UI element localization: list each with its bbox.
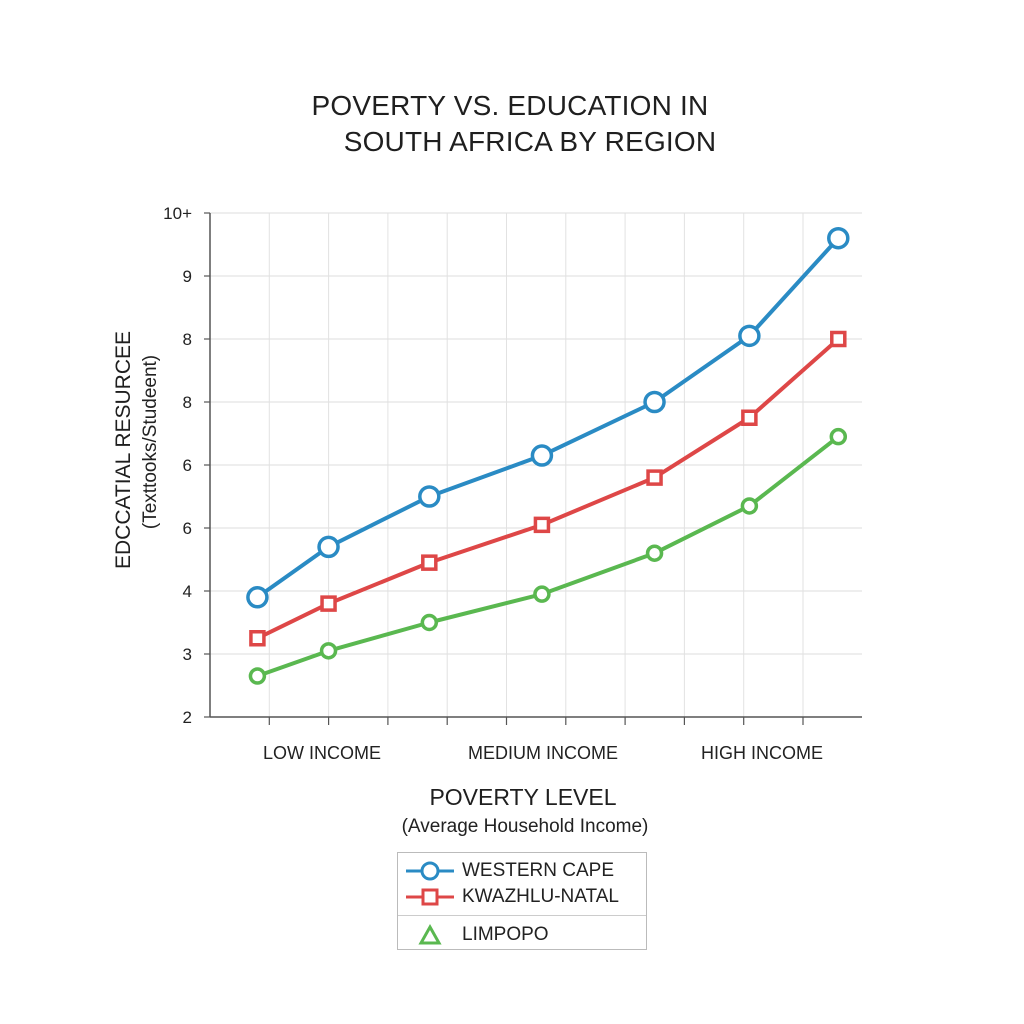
data-point-marker (533, 585, 551, 603)
data-point-circle (827, 226, 850, 250)
x-tick-labels: LOW INCOME MEDIUM INCOME HIGH INCOME (263, 743, 823, 763)
x-axis-label: POVERTY LEVEL (429, 784, 616, 810)
y-tick-label: 8 (183, 393, 192, 412)
series-markers (246, 226, 850, 685)
data-point-square (646, 469, 663, 486)
data-point-square (249, 630, 266, 647)
y-tick-label: 4 (183, 582, 192, 601)
y-tick-label: 8 (183, 330, 192, 349)
data-point-circle (643, 390, 666, 414)
data-point-square (320, 595, 337, 612)
legend-entry-western-cape: WESTERN CAPE (398, 859, 614, 883)
data-point-circle (738, 324, 761, 348)
y-tick-label: 10+ (163, 204, 192, 223)
y-tick-label: 2 (183, 708, 192, 727)
square-marker-icon (406, 888, 454, 906)
data-point-square (830, 330, 847, 348)
data-point-marker (740, 497, 759, 515)
data-point-marker (420, 613, 439, 632)
y-axis-label: EDCCATIAL RESURCEE (112, 331, 135, 569)
y-axis-sublabel: (Texttooks/Studeent) (140, 355, 161, 529)
x-tick-label: MEDIUM INCOME (468, 743, 618, 763)
data-point-circle (530, 444, 554, 467)
legend-label: KWAZHLU-NATAL (462, 886, 619, 907)
data-point-square (741, 409, 758, 426)
legend-entry-limpopo: LIMPOPO (398, 923, 549, 947)
y-tick-label: 3 (183, 645, 192, 664)
data-point-circle (418, 485, 441, 508)
chart-legend: WESTERN CAPE KWAZHLU-NATAL LIMPOPO (397, 852, 647, 950)
chart-title-line-1: POVERTY VS. EDUCATION IN (311, 90, 709, 121)
series-line-limpopo (256, 435, 840, 678)
data-point-marker (829, 427, 848, 446)
legend-label: LIMPOPO (462, 924, 549, 945)
data-point-marker (319, 642, 338, 660)
legend-divider (398, 915, 646, 916)
data-point-circle (317, 535, 340, 559)
legend-entry-kwazhlu-natal: KWAZHLU-NATAL (398, 885, 619, 909)
chart-axes (204, 212, 862, 725)
y-tick-label: 6 (183, 456, 192, 475)
triangle-marker-icon (418, 923, 442, 945)
circle-marker-icon (406, 861, 454, 881)
y-tick-label: 9 (183, 267, 192, 286)
y-tick-labels: 2 3 4 6 6 8 8 9 10+ (163, 204, 192, 727)
data-point-square (533, 516, 551, 534)
y-tick-label: 6 (183, 519, 192, 538)
x-tick-label: LOW INCOME (263, 743, 381, 763)
x-axis-sublabel: (Average Household Income) (402, 816, 649, 837)
x-tick-label: HIGH INCOME (701, 743, 823, 763)
chart-title-line-2: SOUTH AFRICA BY REGION (343, 126, 717, 157)
data-point-marker (645, 544, 664, 562)
data-point-marker (248, 667, 267, 685)
data-point-circle (246, 586, 269, 609)
chart-title: POVERTY VS. EDUCATION IN SOUTH AFRICA BY… (240, 88, 780, 160)
data-point-square (421, 554, 438, 571)
legend-label: WESTERN CAPE (462, 860, 615, 881)
